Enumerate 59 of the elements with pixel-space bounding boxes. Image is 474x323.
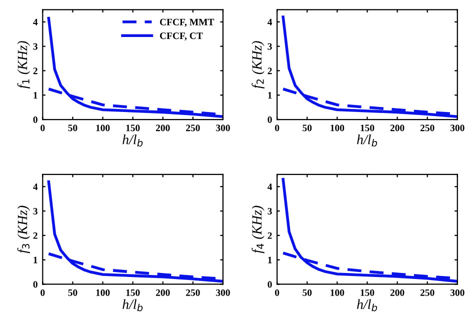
y-tick-label: 4 [33,184,38,190]
x-tick-label: 100 [96,124,110,132]
y-tick-label: 3 [268,43,272,50]
y-tick-label: 2 [268,232,272,239]
x-tick-label: 200 [390,289,404,296]
x-tick-label: 250 [186,124,200,132]
y-tick-label: 0 [33,281,38,288]
y-tick-label: 3 [33,43,38,50]
y-tick-label: 0 [268,116,272,123]
y-axis-title: f$_{2}$ (KHz) [252,41,264,88]
x-tick-label: 50 [302,289,312,296]
y-tick-label: 1 [34,256,38,264]
y-axis-title: f$_{4}$ (KHz) [252,206,264,254]
x-tick-label: 50 [302,124,312,132]
y-tick-label: 1 [268,256,272,264]
legend-label: CFCF, CT [160,32,203,40]
y-axis-title: f$_{1}$ (KHz) [17,41,30,88]
y-tick-label: 2 [33,68,38,74]
x-tick-label: 200 [156,289,170,296]
x-axis-title: h/l$_{b}$ [122,299,143,312]
x-tick-label: 150 [126,289,140,296]
y-tick-label: 4 [267,18,272,26]
y-axis-title: f$_{3}$ (KHz) [17,206,30,254]
y-tick-label: 0 [268,281,272,288]
x-tick-label: 100 [96,289,110,296]
x-tick-label: 300 [450,124,464,132]
y-tick-label: 2 [33,232,38,239]
y-tick-label: 1 [34,92,38,98]
x-tick-label: 150 [360,289,374,296]
x-tick-label: 250 [420,289,434,296]
x-tick-label: 150 [360,124,374,132]
x-tick-label: 300 [216,124,230,132]
x-tick-label: 200 [156,124,170,132]
y-tick-label: 4 [33,18,38,26]
x-tick-label: 250 [186,289,200,296]
x-tick-label: 150 [126,124,140,132]
x-tick-label: 50 [68,289,78,296]
x-tick-label: 0 [275,124,280,132]
y-tick-label: 0 [33,116,38,123]
x-tick-label: 250 [420,124,434,132]
x-tick-label: 100 [330,289,344,296]
x-axis-title: h/l$_{b}$ [357,299,378,312]
y-tick-label: 4 [267,184,272,190]
x-tick-label: 50 [68,124,78,132]
x-axis-title: h/l$_{b}$ [122,134,143,147]
x-tick-label: 0 [40,289,45,296]
y-tick-label: 3 [33,208,38,214]
x-tick-label: 0 [275,289,280,296]
x-tick-label: 100 [330,124,344,132]
y-tick-label: 2 [268,68,272,74]
line-series [282,178,458,283]
x-tick-label: 300 [216,289,230,296]
x-tick-label: 200 [390,124,404,132]
y-tick-label: 1 [268,92,272,98]
y-tick-label: 3 [268,208,272,214]
x-axis-title: h/l$_{b}$ [357,134,378,147]
legend-label: CFCF, MMT [160,18,214,27]
x-tick-label: 300 [450,289,464,296]
x-tick-label: 0 [40,124,45,132]
